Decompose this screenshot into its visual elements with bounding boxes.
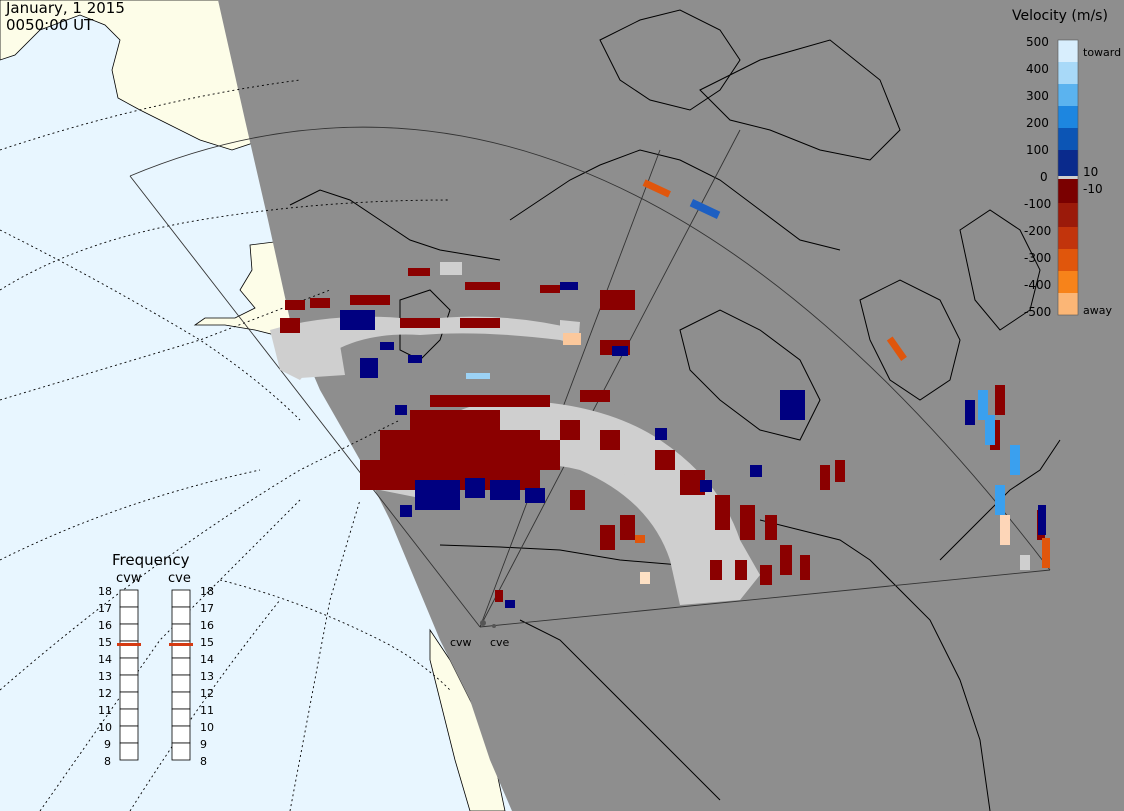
frequency-tick: 16 <box>200 619 214 632</box>
frequency-tick: 8 <box>200 755 207 768</box>
velocity-echoes-orange <box>635 179 1050 568</box>
frequency-cvw-column <box>119 589 139 761</box>
frequency-tick: 12 <box>200 687 214 700</box>
frequency-tick: 9 <box>104 738 111 751</box>
night-shade <box>218 0 1124 811</box>
velocity-echoes-away <box>280 268 1045 602</box>
frequency-tick: 13 <box>98 670 112 683</box>
frequency-scale-left: 18 17 16 15 14 13 12 11 10 9 8 <box>98 585 112 768</box>
cvw-site-marker <box>480 620 486 626</box>
frequency-legend-title: Frequency <box>112 551 190 569</box>
velocity-color-scale <box>1057 39 1079 316</box>
velocity-away-label: away <box>1083 304 1112 317</box>
frequency-scale-right: 18 17 16 15 14 13 12 11 10 9 8 <box>200 585 214 768</box>
frequency-tick: 8 <box>104 755 111 768</box>
cvw-frequency-marker <box>117 643 141 646</box>
frequency-cve-column <box>171 589 191 761</box>
frequency-tick: 14 <box>200 653 214 666</box>
velocity-legend: Velocity (m/s) 500 400 300 200 <box>1012 8 1121 319</box>
velocity-tick: -400 <box>1024 278 1051 292</box>
frequency-tick: 11 <box>200 704 214 717</box>
velocity-echoes-fast <box>466 199 1020 584</box>
velocity-tick: -200 <box>1024 224 1051 238</box>
frequency-tick: 15 <box>98 636 112 649</box>
frequency-tick: 17 <box>98 602 112 615</box>
velocity-tick: 500 <box>1026 35 1049 49</box>
coastlines <box>289 9 1061 811</box>
velocity-tick: -500 <box>1024 305 1051 319</box>
frequency-tick: 18 <box>98 585 112 598</box>
field-of-view <box>129 126 1051 628</box>
velocity-tick: 400 <box>1026 62 1049 76</box>
frequency-tick: 18 <box>200 585 214 598</box>
frequency-tick: 14 <box>98 653 112 666</box>
velocity-legend-title: Velocity (m/s) <box>1012 8 1108 24</box>
radar-site-markers <box>480 620 496 628</box>
velocity-tick: -100 <box>1024 197 1051 211</box>
velocity-echoes-toward <box>340 282 1046 608</box>
frequency-cvw-label: cvw <box>116 571 142 586</box>
velocity-tick: 0 <box>1040 170 1048 184</box>
date-label: January, 1 2015 <box>6 0 125 17</box>
velocity-small-label: -10 <box>1083 182 1103 196</box>
frequency-tick: 15 <box>200 636 214 649</box>
velocity-toward-label: toward <box>1083 46 1121 59</box>
cve-site-marker <box>492 624 496 628</box>
velocity-small-label: 10 <box>1083 165 1098 179</box>
velocity-tick: 200 <box>1026 116 1049 130</box>
cve-frequency-marker <box>169 643 193 646</box>
cve-site-label: cve <box>490 636 510 649</box>
timestamp-header: January, 1 2015 0050:00 UT <box>6 0 125 34</box>
frequency-cve-label: cve <box>168 571 191 586</box>
lit-land-region <box>0 0 263 151</box>
frequency-tick: 10 <box>98 721 112 734</box>
velocity-tick: 100 <box>1026 143 1049 157</box>
frequency-tick: 11 <box>98 704 112 717</box>
velocity-tick: -300 <box>1024 251 1051 265</box>
frequency-legend: Frequency cvw cve 18 17 <box>98 551 214 768</box>
frequency-tick: 10 <box>200 721 214 734</box>
frequency-tick: 17 <box>200 602 214 615</box>
velocity-tick: 300 <box>1026 89 1049 103</box>
frequency-tick: 9 <box>200 738 207 751</box>
frequency-tick: 16 <box>98 619 112 632</box>
frequency-tick: 12 <box>98 687 112 700</box>
cvw-site-label: cvw <box>450 636 472 649</box>
time-label: 0050:00 UT <box>6 16 94 34</box>
frequency-tick: 13 <box>200 670 214 683</box>
